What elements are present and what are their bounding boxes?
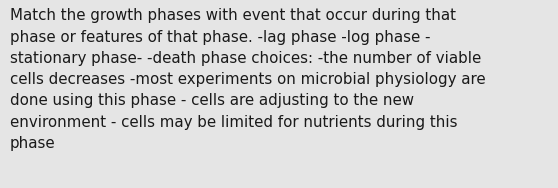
Text: Match the growth phases with event that occur during that
phase or features of t: Match the growth phases with event that … — [10, 8, 485, 151]
